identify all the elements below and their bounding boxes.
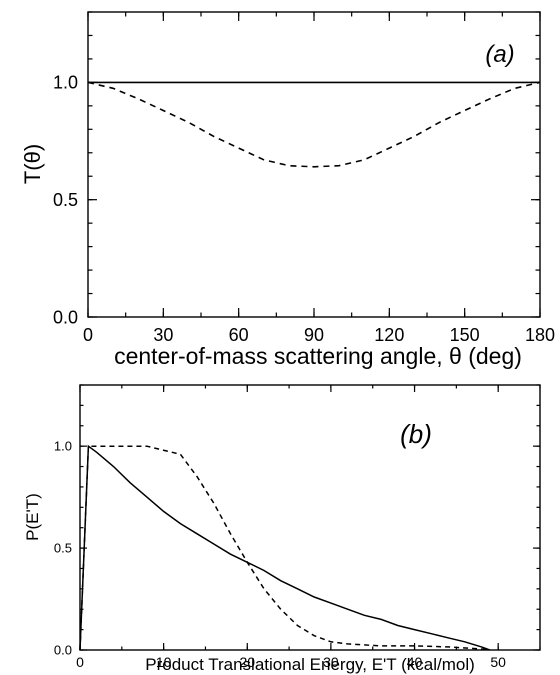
- y-tick-label: 1.0: [53, 73, 78, 93]
- x-tick-label: 150: [450, 325, 480, 345]
- x-tick-label: 90: [304, 325, 324, 345]
- panel-a-x-axis-label: center-of-mass scattering angle, θ (deg): [114, 343, 522, 369]
- y-tick-label: 0.5: [54, 541, 72, 556]
- y-tick-label: 0.0: [53, 307, 78, 327]
- panel-b-label: (b): [400, 419, 432, 449]
- panel-a-y-ticks: 0.0 0.5 1.0: [53, 11, 540, 327]
- series-line-dashed: [87, 81, 541, 168]
- x-tick-label: 30: [323, 654, 339, 670]
- y-tick-label: 1.0: [54, 439, 72, 454]
- x-tick-label: 20: [239, 654, 255, 670]
- panel-b-y-axis-label: P(E'T): [23, 493, 42, 541]
- x-tick-label: 10: [156, 654, 172, 670]
- x-tick-label: 50: [490, 654, 506, 670]
- x-tick-label: 0: [76, 654, 84, 670]
- x-tick-label: 60: [229, 325, 249, 345]
- panel-b-x-ticks: 0 10 20 30 40 50: [76, 385, 541, 670]
- x-tick-label: 120: [374, 325, 404, 345]
- panel-a-frame: [87, 11, 541, 318]
- panel-a-label: (a): [485, 41, 514, 68]
- x-tick-label: 40: [407, 654, 423, 670]
- y-tick-label: 0.5: [53, 190, 78, 210]
- x-tick-label: 30: [153, 325, 173, 345]
- series-line-dashed: [79, 445, 490, 651]
- y-tick-label: 0.0: [54, 643, 72, 658]
- series-line-solid: [79, 444, 491, 651]
- panel-a-y-axis-label: T(θ): [20, 144, 45, 184]
- panel-b-frame: [79, 384, 541, 651]
- x-tick-label: 0: [83, 325, 93, 345]
- panel-a: 0.0 0.5 1.0 0 30 60 90 120 150 180 (a) center-of…: [20, 11, 555, 369]
- panel-b-series: [79, 444, 491, 651]
- panel-a-x-ticks: 0 30 60 90 120 150 180: [83, 12, 555, 345]
- panel-b: 0.0 0.5 1.0 0 10 20 30 40 50 (b) Product Transl…: [23, 384, 541, 674]
- panel-a-series: [87, 81, 541, 168]
- x-tick-label: 180: [525, 325, 555, 345]
- panel-b-y-ticks: 0.0 0.5 1.0: [54, 384, 540, 658]
- panel-b-x-axis-label: Product Translational Energy, E'T (kcal/…: [145, 655, 475, 674]
